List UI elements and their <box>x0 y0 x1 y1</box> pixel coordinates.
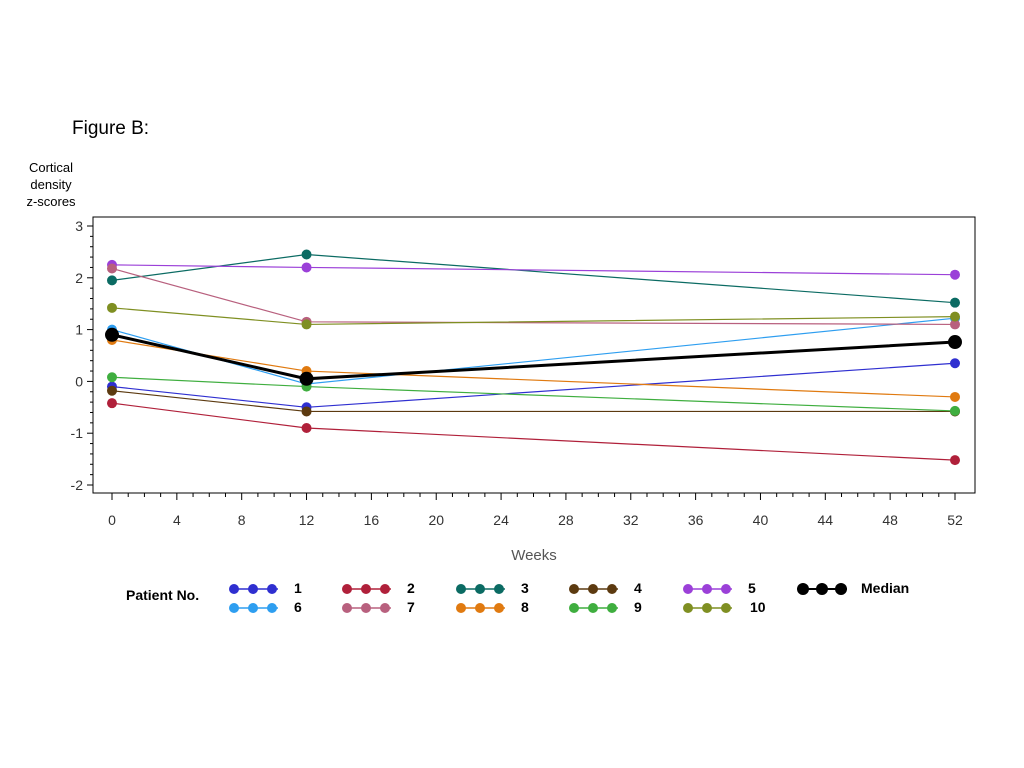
legend-swatch <box>456 603 505 613</box>
y-axis-label-line-1: Cortical <box>28 160 74 175</box>
legend-label: 2 <box>407 580 415 596</box>
legend-label: 1 <box>294 580 302 596</box>
legend-swatch <box>683 603 732 613</box>
x-tick-label: 52 <box>947 512 963 528</box>
legend-title: Patient No. <box>126 587 200 603</box>
legend-swatch <box>797 583 847 595</box>
data-point-patient-3 <box>950 297 960 308</box>
data-point-patient-7 <box>107 263 117 274</box>
series-line-patient-9 <box>111 376 956 412</box>
y-axis-label-line-2: density <box>30 177 72 192</box>
series-line-patient-10 <box>111 307 956 326</box>
data-point-patient-4 <box>107 385 117 396</box>
y-tick-label: 2 <box>75 270 83 286</box>
legend-label: 10 <box>750 599 766 615</box>
legend-item-patient-4: 4 <box>568 580 694 598</box>
data-point-patient-5 <box>301 262 312 273</box>
series-line-patient-5 <box>111 264 956 276</box>
data-point-patient-2 <box>950 455 960 466</box>
x-tick-label: 12 <box>299 512 315 528</box>
data-point-median <box>105 327 119 342</box>
legend-swatch <box>342 603 391 613</box>
legend-swatch <box>229 603 278 613</box>
y-axis-label-line-3: z-scores <box>26 194 76 209</box>
legend-swatch <box>569 603 618 613</box>
x-tick-label: 32 <box>623 512 639 528</box>
legend-item-patient-1: 1 <box>228 580 354 598</box>
legend-label: Median <box>861 580 910 596</box>
data-point-patient-4 <box>301 406 312 417</box>
data-point-median <box>299 371 314 386</box>
data-point-patient-9 <box>950 405 960 416</box>
legend-swatch <box>342 584 391 594</box>
x-tick-label: 36 <box>688 512 704 528</box>
data-point-patient-5 <box>950 269 960 280</box>
legend-item-patient-2: 2 <box>341 580 467 598</box>
data-point-patient-10 <box>950 311 960 322</box>
x-tick-label: 4 <box>173 512 181 528</box>
y-tick-label: -1 <box>71 425 84 441</box>
legend-item-patient-3: 3 <box>455 580 581 598</box>
x-tick-label: 48 <box>882 512 898 528</box>
x-tick-label: 16 <box>364 512 380 528</box>
x-tick-label: 40 <box>753 512 769 528</box>
y-axis-label: Cortical density z-scores <box>14 159 88 210</box>
x-tick-label: 8 <box>238 512 246 528</box>
data-point-patient-1 <box>950 358 960 369</box>
series-line-patient-4 <box>111 390 955 413</box>
legend-swatch <box>229 584 278 594</box>
data-point-patient-10 <box>107 302 117 313</box>
y-tick-label: 0 <box>75 373 83 389</box>
series-line-patient-6 <box>111 317 956 385</box>
figure-title: Figure B: <box>72 118 150 139</box>
x-tick-label: 44 <box>818 512 834 528</box>
legend-swatch <box>569 584 618 594</box>
data-point-patient-3 <box>107 275 117 286</box>
data-point-patient-8 <box>950 391 960 402</box>
legend-label: 8 <box>521 599 529 615</box>
legend-item-patient-8: 8 <box>455 599 581 617</box>
series-line-patient-7 <box>111 267 956 326</box>
data-point-patient-9 <box>107 372 117 383</box>
data-point-patient-7 <box>950 319 960 330</box>
plot-frame <box>92 216 976 494</box>
legend-label: 9 <box>634 599 642 615</box>
y-tick-label: 3 <box>75 218 83 234</box>
legend-swatch <box>456 584 505 594</box>
data-point-patient-10 <box>301 319 312 330</box>
x-tick-label: 20 <box>428 512 444 528</box>
series-line-patient-1 <box>111 362 956 408</box>
y-tick-label: -2 <box>71 477 84 493</box>
data-point-patient-2 <box>301 423 312 434</box>
legend-item-patient-9: 9 <box>568 599 694 617</box>
legend-label: 7 <box>407 599 415 615</box>
legend-item-patient-6: 6 <box>228 599 354 617</box>
x-tick-label: 0 <box>108 512 116 528</box>
x-tick-label: 24 <box>493 512 509 528</box>
x-axis-label: Weeks <box>511 547 557 564</box>
data-point-median <box>948 335 962 350</box>
legend-label: 4 <box>634 580 642 596</box>
data-point-patient-2 <box>107 398 117 409</box>
legend-item-median: Median <box>797 580 921 598</box>
legend-item-patient-10: 10 <box>682 599 808 617</box>
legend-label: 3 <box>521 580 529 596</box>
series-line-patient-3 <box>111 253 956 304</box>
data-point-patient-3 <box>301 249 312 260</box>
y-tick-label: 1 <box>75 322 83 338</box>
legend-label: 6 <box>294 599 302 615</box>
x-tick-label: 28 <box>558 512 574 528</box>
legend-item-patient-7: 7 <box>341 599 467 617</box>
legend-label: 5 <box>748 580 756 596</box>
legend-item-patient-5: 5 <box>682 580 808 598</box>
legend-swatch <box>683 584 732 594</box>
